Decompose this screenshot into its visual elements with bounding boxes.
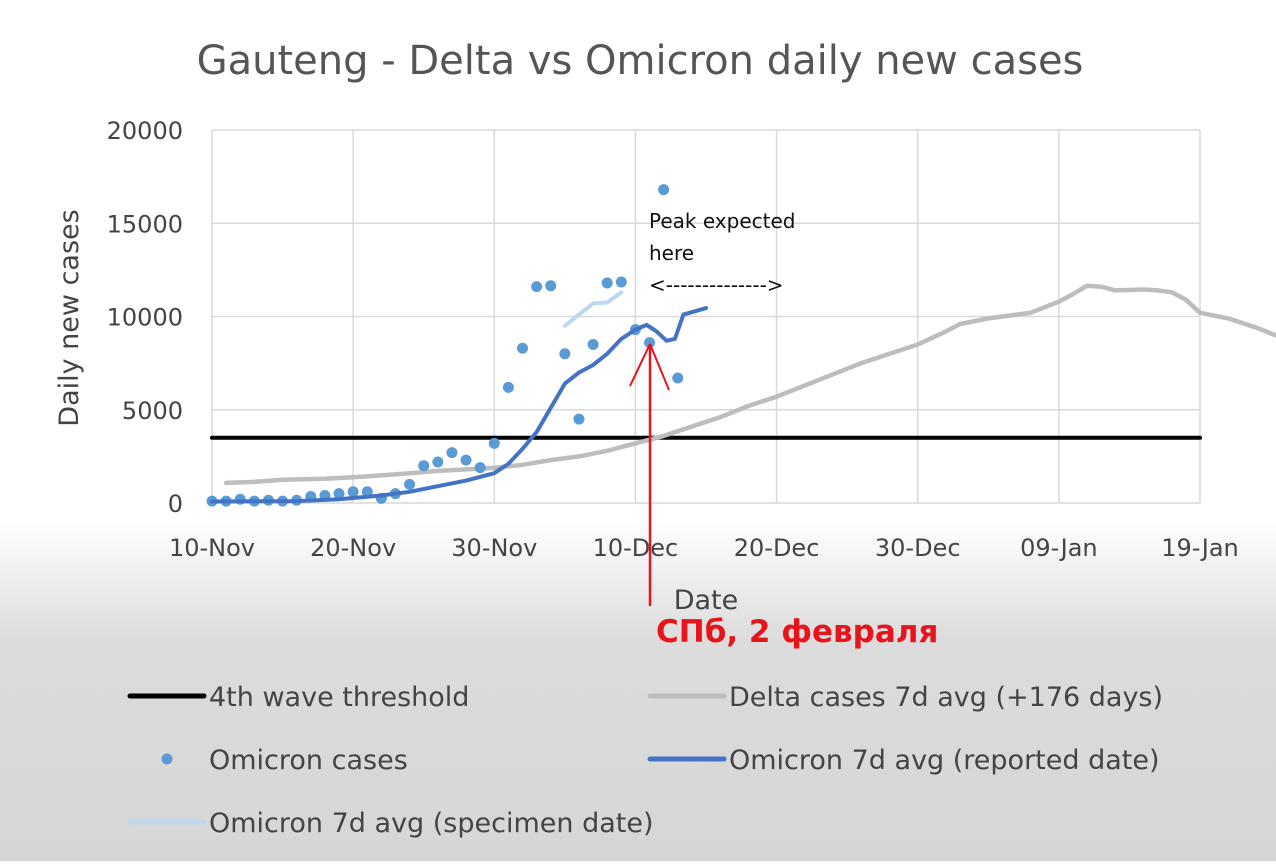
omicron-case-point xyxy=(461,455,472,466)
omicron-case-point xyxy=(446,447,457,458)
omicron-case-point xyxy=(475,462,486,473)
y-tick-label: 5000 xyxy=(122,397,183,425)
grid xyxy=(212,130,1200,503)
y-tick-label: 20000 xyxy=(107,117,183,145)
omicron-case-point xyxy=(489,438,500,449)
peak-annotation-arrow: <--------------> xyxy=(649,273,784,297)
x-tick-label: 10-Nov xyxy=(169,534,255,562)
y-tick-label: 0 xyxy=(168,490,183,518)
omicron-case-point xyxy=(573,414,584,425)
x-tick-label: 20-Dec xyxy=(734,534,820,562)
legend-label: Omicron cases xyxy=(209,745,408,776)
red-arrow-right xyxy=(650,344,669,390)
peak-annotation-line1: Peak expected xyxy=(649,209,795,233)
omicron-case-point xyxy=(672,373,683,384)
omicron-case-point xyxy=(348,486,359,497)
omicron-case-point xyxy=(517,343,528,354)
omicron-case-point xyxy=(531,281,542,292)
x-axis-title: Date xyxy=(674,585,739,616)
omicron-case-point xyxy=(545,280,556,291)
red-arrow-left xyxy=(630,344,650,386)
omicron-case-point xyxy=(404,479,415,490)
omicron-case-point xyxy=(588,339,599,350)
series-line-omicron-7d-avg-reported-date xyxy=(212,308,706,501)
legend-label: Omicron 7d avg (specimen date) xyxy=(209,808,654,839)
red-date-label: СПб, 2 февраля xyxy=(656,614,938,650)
x-tick-label: 19-Jan xyxy=(1161,534,1239,562)
omicron-case-point xyxy=(418,460,429,471)
omicron-case-point xyxy=(559,348,570,359)
x-tick-label: 30-Nov xyxy=(451,534,537,562)
omicron-case-point xyxy=(602,277,613,288)
omicron-case-point xyxy=(503,382,514,393)
omicron-case-point xyxy=(432,456,443,467)
legend-marker-dot xyxy=(162,754,173,765)
omicron-case-point xyxy=(658,184,669,195)
chart-title: Gauteng - Delta vs Omicron daily new cas… xyxy=(197,38,1084,84)
y-axis-title: Daily new cases xyxy=(54,209,85,426)
legend: 4th wave threshold Delta cases 7d avg (+1… xyxy=(130,682,1163,839)
series-line-omicron-7d-avg-specimen-date xyxy=(565,292,621,326)
x-tick-label: 30-Dec xyxy=(875,534,961,562)
series-line-delta-cases-7d-avg-176-days xyxy=(226,286,1276,483)
x-tick-label: 20-Nov xyxy=(310,534,396,562)
peak-annotation-line2: here xyxy=(649,241,694,265)
x-tick-label: 10-Dec xyxy=(593,534,679,562)
y-tick-label: 15000 xyxy=(107,210,183,238)
y-tick-label: 10000 xyxy=(107,304,183,332)
x-tick-label: 09-Jan xyxy=(1020,534,1098,562)
omicron-case-point xyxy=(616,276,627,287)
legend-label: Omicron 7d avg (reported date) xyxy=(729,745,1160,776)
legend-label: 4th wave threshold xyxy=(209,682,469,713)
legend-label: Delta cases 7d avg (+176 days) xyxy=(729,682,1163,713)
